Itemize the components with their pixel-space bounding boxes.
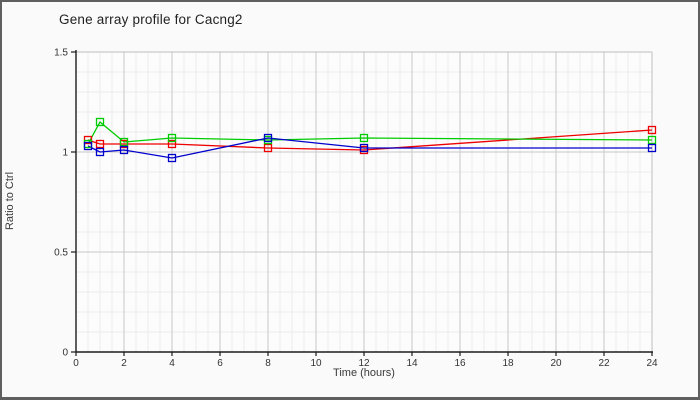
marker-series-3 bbox=[95, 147, 105, 157]
marker-series-2 bbox=[119, 137, 129, 147]
x-tick-label: 16 bbox=[454, 358, 466, 369]
marker-series-3 bbox=[119, 145, 129, 155]
marker-series-3 bbox=[359, 143, 369, 153]
series-line-3 bbox=[87, 137, 652, 159]
x-tick-label: 14 bbox=[406, 358, 418, 369]
x-tick-label: 8 bbox=[265, 358, 271, 369]
x-tick-label: 24 bbox=[646, 358, 658, 369]
marker-series-2 bbox=[167, 133, 177, 143]
x-tick-label: 0 bbox=[73, 358, 79, 369]
marker-series-3 bbox=[647, 143, 657, 153]
x-tick-label: 6 bbox=[217, 358, 223, 369]
marker-series-3 bbox=[167, 153, 177, 163]
marker-series-3 bbox=[83, 141, 93, 151]
x-tick-label: 18 bbox=[502, 358, 514, 369]
marker-series-2 bbox=[359, 133, 369, 143]
y-axis-label: Ratio to Ctrl bbox=[4, 171, 16, 231]
x-tick-label: 12 bbox=[358, 358, 370, 369]
chart-title: Gene array profile for Cacng2 bbox=[59, 12, 243, 27]
marker-series-3 bbox=[263, 133, 273, 143]
x-axis-label: Time (hours) bbox=[333, 367, 395, 379]
series-line-2 bbox=[87, 120, 653, 145]
marker-series-1 bbox=[167, 139, 177, 149]
marker-series-2 bbox=[95, 117, 105, 127]
marker-series-1 bbox=[263, 143, 273, 153]
y-tick-label: 0.5 bbox=[54, 248, 68, 259]
x-tick-label: 22 bbox=[598, 358, 610, 369]
marker-series-1 bbox=[647, 125, 657, 135]
x-tick-label: 4 bbox=[169, 358, 175, 369]
marker-series-2 bbox=[647, 135, 657, 145]
y-tick-label: 0 bbox=[62, 348, 68, 359]
y-tick-label: 1.5 bbox=[54, 48, 68, 59]
series-line-1 bbox=[87, 129, 653, 151]
x-tick-label: 10 bbox=[310, 358, 322, 369]
y-tick-label: 1 bbox=[62, 148, 68, 159]
x-tick-label: 20 bbox=[550, 358, 562, 369]
x-tick-label: 2 bbox=[121, 358, 127, 369]
marker-series-1 bbox=[95, 139, 105, 149]
